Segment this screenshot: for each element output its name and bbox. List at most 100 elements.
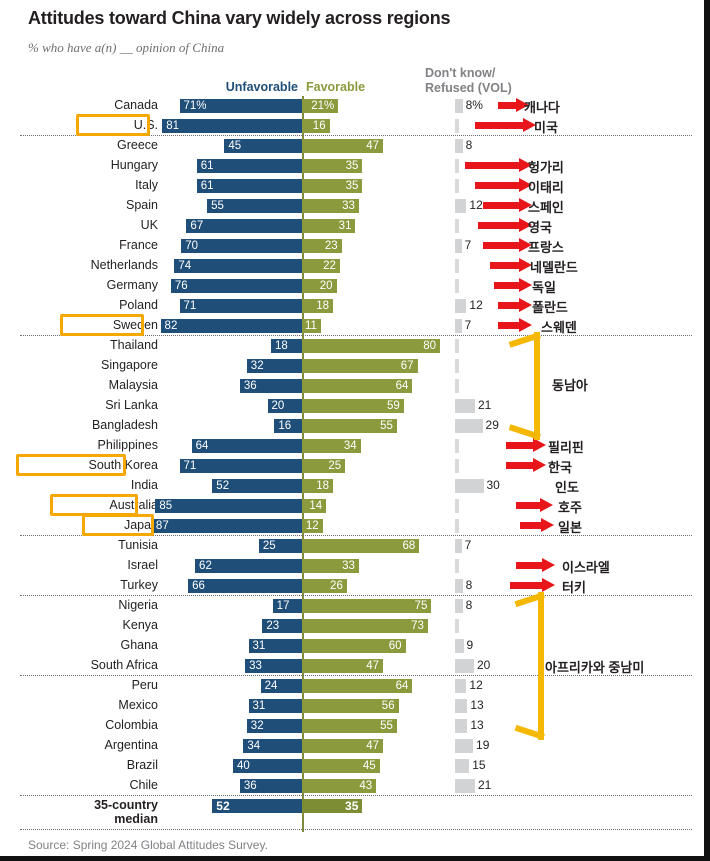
group-divider: [20, 795, 692, 796]
arrow-head-icon: [519, 278, 532, 292]
bar-dont-know: [455, 559, 459, 573]
annotation-arrow-canada: [498, 98, 529, 113]
bar-dont-know: [455, 199, 467, 213]
bar-dont-know: [455, 379, 459, 393]
bar-dont-know: [455, 519, 459, 533]
country-label: Brazil: [126, 758, 158, 772]
bar-favorable: 35: [302, 179, 363, 193]
frame-right-edge: [704, 0, 710, 861]
dont-know-value: 21: [477, 778, 492, 792]
country-label: Peru: [131, 678, 158, 692]
arrow-head-icon: [519, 158, 532, 172]
annotation-label-spain: 스페인: [528, 200, 564, 215]
arrow-shaft: [516, 502, 540, 509]
annotation-arrow-turkey: [510, 578, 555, 593]
bar-unfavorable-value: 16: [278, 420, 292, 432]
bar-unfavorable-value: 61: [200, 180, 214, 192]
annotation-arrow-netherlands: [490, 258, 532, 273]
country-label-line1: 35-country: [94, 798, 158, 812]
median-row: 35-country median 52 35: [0, 796, 710, 830]
annotation-arrow-germany: [494, 278, 532, 293]
country-label: Nigeria: [118, 598, 158, 612]
bar-unfavorable-value: 31: [252, 640, 266, 652]
bar-unfavorable: 17: [272, 599, 302, 613]
country-label: Singapore: [101, 358, 158, 372]
bar-unfavorable: 76: [170, 279, 302, 293]
bar-unfavorable-value: 71%: [183, 100, 207, 112]
annotation-arrow-japan: [520, 518, 554, 533]
bar-unfavorable: 71: [179, 459, 302, 473]
annotation-arrow-uk: [478, 218, 532, 233]
arrow-shaft: [475, 182, 519, 189]
table-row: Chile 36 43 21: [0, 776, 710, 796]
dont-know-value: 30: [486, 478, 500, 492]
bar-unfavorable: 45: [224, 139, 302, 153]
bar-unfavorable: 52: [212, 479, 302, 493]
bar-favorable-value: 64: [395, 380, 409, 392]
bar-unfavorable-value: 17: [276, 600, 290, 612]
annotation-label-italy: 이태리: [528, 180, 564, 195]
table-row: South Africa 33 47 20: [0, 656, 710, 676]
country-label: Italy: [135, 178, 158, 192]
table-row: Philippines 64 34: [0, 436, 710, 456]
bar-favorable-value: 18: [316, 300, 330, 312]
country-label: Spain: [126, 198, 158, 212]
table-row: Japan 87 12: [0, 516, 710, 536]
bar-dont-know: [455, 159, 459, 173]
bar-favorable-value: 33: [342, 200, 355, 212]
bar-dont-know: [455, 339, 459, 353]
bar-unfavorable-value: 71: [183, 300, 197, 312]
country-label: Bangladesh: [91, 418, 158, 432]
bar-unfavorable-value: 71: [183, 460, 197, 472]
legend-dont-know-line1: Don't know/: [425, 66, 496, 80]
bar-unfavorable: 66: [188, 579, 302, 593]
country-label: Canada: [114, 98, 158, 112]
country-label: UK: [140, 218, 158, 232]
table-row: Colombia 32 55 13: [0, 716, 710, 736]
bar-unfavorable: 55: [207, 199, 302, 213]
bar-favorable-value: 55: [380, 720, 393, 732]
bar-favorable: 35: [302, 159, 363, 173]
table-row: Peru 24 64 12: [0, 676, 710, 696]
bar-unfavorable-value: 36: [243, 380, 257, 392]
table-row: Italy 61 35: [0, 176, 710, 196]
table-row: UK 67 31: [0, 216, 710, 236]
annotation-label-turkey: 터키: [562, 580, 586, 595]
bar-favorable: 33: [302, 559, 359, 573]
bar-unfavorable: 67: [186, 219, 302, 233]
country-label: South Africa: [90, 658, 158, 672]
dont-know-value: 8: [465, 138, 473, 152]
bar-favorable: 18: [302, 479, 334, 493]
bar-favorable: 56: [302, 699, 399, 713]
bar-unfavorable: 24: [260, 679, 302, 693]
dont-know-value: 8: [465, 598, 473, 612]
bar-dont-know: [455, 779, 475, 793]
bar-favorable: 55: [302, 719, 397, 733]
annotation-label-southkorea: 한국: [548, 460, 572, 475]
country-label: Sri Lanka: [105, 398, 158, 412]
dont-know-value: 13: [470, 718, 484, 732]
bar-favorable: 11: [302, 319, 321, 333]
bar-dont-know: [455, 499, 459, 513]
annotation-arrow-hungary: [465, 158, 532, 173]
dont-know-value: 8%: [465, 98, 483, 112]
bar-favorable: 25: [302, 459, 346, 473]
annotation-label-france: 프랑스: [528, 240, 564, 255]
bar-unfavorable-value: 23: [266, 620, 280, 632]
bar-dont-know: [455, 439, 459, 453]
legend-dont-know-line2: Refused (VOL): [425, 81, 512, 95]
bar-favorable: 21%: [302, 99, 339, 113]
country-label: 35-country median: [28, 798, 158, 826]
group-divider: [20, 335, 692, 336]
bar-dont-know: [455, 659, 474, 673]
bar-unfavorable: 87: [151, 519, 302, 533]
bar-favorable: 20: [302, 279, 337, 293]
bar-unfavorable: 16: [274, 419, 302, 433]
bar-unfavorable: 33: [245, 659, 302, 673]
bar-dont-know: [455, 99, 463, 113]
bar-dont-know: [455, 399, 475, 413]
bar-favorable: 59: [302, 399, 404, 413]
bar-favorable: 47: [302, 139, 384, 153]
arrow-head-icon: [541, 518, 554, 532]
